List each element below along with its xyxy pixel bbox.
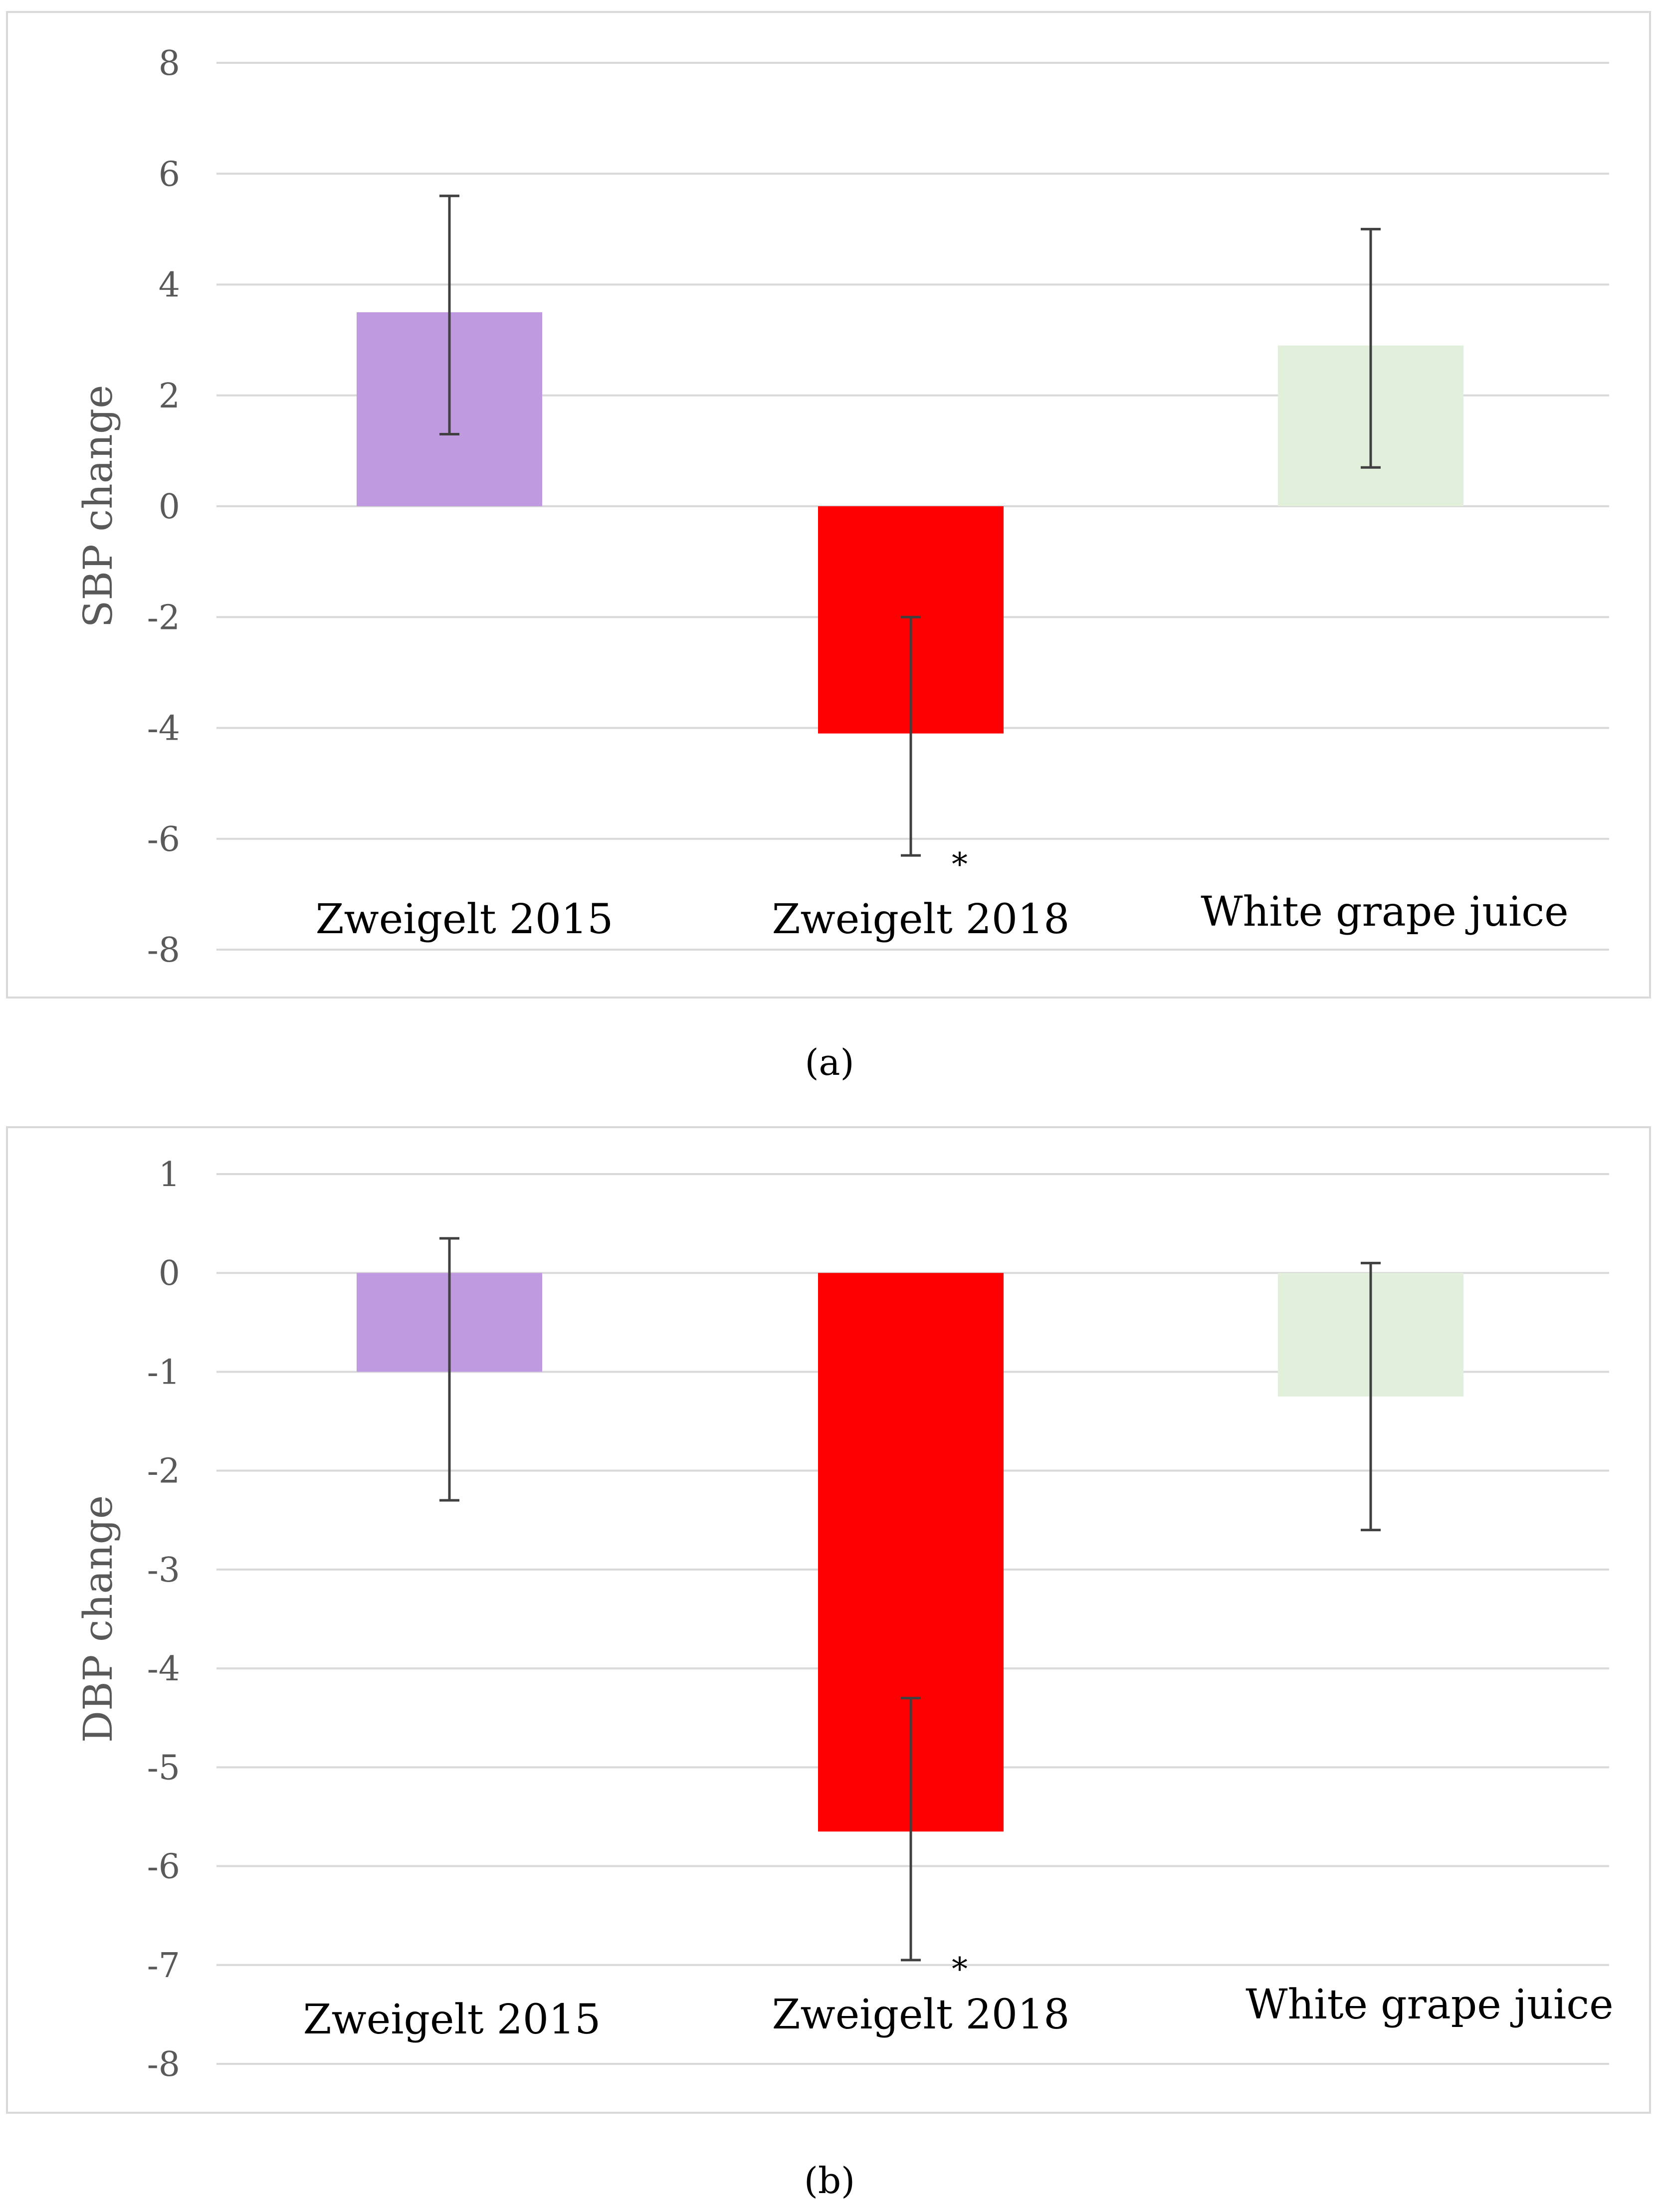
y-tick-label: 8 [159, 44, 180, 83]
category-label: Zweigelt 2015 [303, 1996, 601, 2043]
y-tick-label: 2 [159, 377, 180, 416]
category-label: White grape juice [1201, 888, 1568, 936]
y-tick-label: -5 [147, 1748, 180, 1788]
y-axis-label: DBP change [75, 1495, 121, 1743]
y-tick-label: 4 [159, 266, 180, 305]
caption-b: (b) [804, 2160, 855, 2202]
sbp-chart: 8 6 4 2 0 -2 -4 -6 -8 SBP change Zweigelt 2015 * Zwe… [75, 44, 1609, 970]
y-tick-label: -8 [147, 2045, 180, 2084]
category-label: White grape juice [1245, 1981, 1613, 2028]
significance-marker: * [952, 846, 968, 883]
y-tick-label: 0 [159, 1254, 180, 1293]
y-tick-label: -2 [147, 598, 180, 637]
y-tick-label: 0 [159, 487, 180, 527]
y-tick-label: -1 [147, 1353, 180, 1392]
category-label: Zweigelt 2018 [772, 1991, 1070, 2038]
y-tick-label: -8 [147, 931, 180, 970]
category-label: Zweigelt 2018 [772, 896, 1070, 943]
y-tick-label: -4 [147, 709, 180, 749]
y-tick-label: -3 [147, 1551, 180, 1590]
dbp-chart: 1 0 -1 -2 -3 -4 -5 -6 -7 -8 DBP change Zweigelt 201… [75, 1155, 1614, 2084]
category-label: Zweigelt 2015 [316, 896, 614, 943]
caption-a: (a) [805, 1041, 854, 1083]
significance-marker: * [952, 1951, 968, 1988]
y-tick-label: -6 [147, 1847, 180, 1887]
chart-panel-sbp: 8 6 4 2 0 -2 -4 -6 -8 SBP change Zweigelt 2015 * Zwe… [6, 11, 1651, 999]
y-tick-label: -6 [147, 820, 180, 859]
y-tick-label: -2 [147, 1452, 180, 1491]
y-tick-label: -4 [147, 1649, 180, 1689]
y-tick-label: 1 [159, 1155, 180, 1195]
y-tick-label: 6 [159, 155, 180, 194]
y-axis-label: SBP change [75, 385, 121, 628]
chart-panel-dbp: 1 0 -1 -2 -3 -4 -5 -6 -7 -8 DBP change Zweigelt 201… [6, 1126, 1651, 2114]
y-tick-label: -7 [147, 1946, 180, 1986]
